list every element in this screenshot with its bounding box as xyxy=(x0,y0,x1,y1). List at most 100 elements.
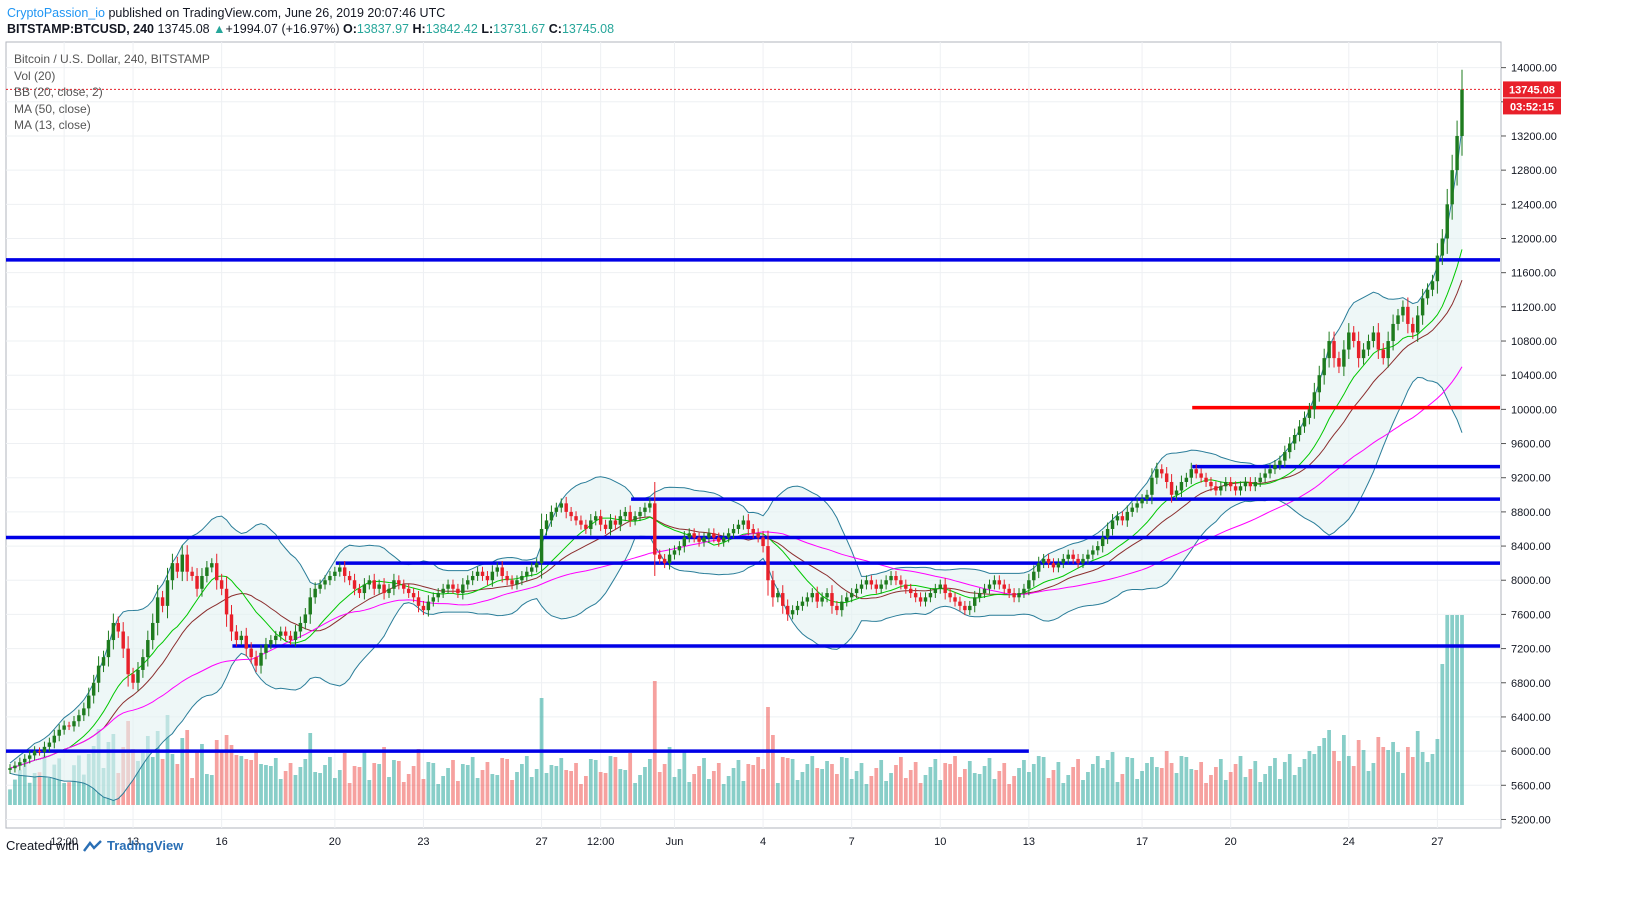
volume-bar xyxy=(598,772,603,805)
candle-body xyxy=(1327,341,1331,359)
candle-body xyxy=(8,768,12,770)
low-label: L: xyxy=(481,22,494,36)
candle-body xyxy=(1100,537,1105,547)
volume-bar xyxy=(1410,757,1415,805)
candle-body xyxy=(308,597,312,615)
candle-body xyxy=(997,580,1002,585)
volume-bar xyxy=(997,771,1002,805)
volume-bar xyxy=(721,784,726,805)
bb-lower xyxy=(9,376,1463,802)
volume-bar xyxy=(1140,771,1144,805)
candle-body xyxy=(534,563,539,568)
volume-bar xyxy=(185,730,190,805)
volume-bar xyxy=(731,768,736,805)
volume-bar xyxy=(1046,778,1051,805)
volume-bar xyxy=(682,752,687,805)
volume-bar xyxy=(259,764,263,805)
volume-bar xyxy=(47,778,52,805)
volume-bar xyxy=(431,763,436,805)
candle-body xyxy=(1381,349,1385,359)
volume-bar xyxy=(520,764,524,805)
volume-bar xyxy=(421,779,426,805)
candle-body xyxy=(948,593,952,598)
volume-bar xyxy=(1292,775,1297,805)
legend-bb[interactable]: BB (20, close, 2) xyxy=(14,85,103,99)
volume-bar xyxy=(810,756,815,805)
candle-body xyxy=(628,511,632,521)
author-link[interactable]: CryptoPassion_io xyxy=(7,6,105,20)
volume-bar xyxy=(1322,738,1327,805)
volume-bar xyxy=(894,765,898,805)
candle-body xyxy=(219,580,224,589)
volume-bar xyxy=(416,749,421,805)
volume-bar xyxy=(1342,735,1346,805)
candle-body xyxy=(584,524,588,529)
candle-body xyxy=(352,580,357,589)
volume-bar xyxy=(933,759,938,805)
tradingview-brand[interactable]: TradingView xyxy=(106,838,184,853)
legend-ma50[interactable]: MA (50, close) xyxy=(14,101,91,116)
volume-bar xyxy=(972,773,977,805)
volume-bar xyxy=(1351,766,1356,805)
candle-body xyxy=(328,575,332,581)
candle-body xyxy=(707,533,711,538)
volume-bar xyxy=(667,747,672,805)
volume-bar xyxy=(328,757,332,805)
candle-body xyxy=(879,584,883,589)
volume-bar xyxy=(81,774,86,805)
volume-bar xyxy=(1233,764,1238,805)
candle-body xyxy=(864,580,869,585)
footer: Created with TradingView xyxy=(6,838,183,853)
volume-bar xyxy=(1154,767,1159,805)
volume-bar xyxy=(618,769,623,805)
candle-body xyxy=(736,524,741,529)
volume-bars xyxy=(8,615,1464,805)
volume-bar xyxy=(209,775,214,805)
candle-body xyxy=(1135,503,1139,508)
volume-bar xyxy=(1460,615,1464,805)
volume-bar xyxy=(835,774,839,805)
volume-bar xyxy=(1090,764,1095,805)
legend-ma13[interactable]: MA (13, close) xyxy=(14,118,91,132)
candle-body xyxy=(889,575,893,581)
volume-bar xyxy=(1026,772,1031,805)
y-tick-label: 9200.00 xyxy=(1511,473,1551,485)
candle-body xyxy=(963,605,967,611)
candle-body xyxy=(170,563,175,581)
candle-body xyxy=(1022,588,1026,594)
volume-bar xyxy=(13,779,17,805)
volume-bar xyxy=(844,758,849,805)
volume-bar xyxy=(411,766,416,805)
volume-bar xyxy=(1159,768,1164,805)
candle-body xyxy=(382,584,386,594)
volume-bar xyxy=(977,774,982,805)
volume-bar xyxy=(702,758,706,805)
volume-bar xyxy=(697,766,701,805)
candle-body xyxy=(672,550,677,555)
symbol: BITSTAMP:BTCUSD, 240 xyxy=(7,22,155,36)
candle-body xyxy=(406,588,411,594)
volume-bar xyxy=(1312,754,1317,805)
volume-bar xyxy=(42,755,47,805)
candle-body xyxy=(1145,494,1149,500)
candle-body xyxy=(165,580,170,606)
ohlc-line: BITSTAMP:BTCUSD, 240 13745.08 ▲+1994.07 … xyxy=(7,22,614,36)
candle-body xyxy=(1283,452,1287,461)
volume-bar xyxy=(1282,762,1287,805)
candle-body xyxy=(1233,486,1238,491)
volume-bar xyxy=(362,750,367,805)
candle-body xyxy=(224,588,229,615)
candle-body xyxy=(510,580,514,585)
volume-bar xyxy=(150,757,155,805)
x-tick-label: 12:00 xyxy=(50,836,78,848)
volume-bar xyxy=(643,767,647,805)
candle-body xyxy=(520,575,524,581)
volume-bar xyxy=(1445,615,1450,805)
legend-vol[interactable]: Vol (20) xyxy=(14,68,56,83)
volume-bar xyxy=(342,753,347,805)
candle-body xyxy=(1071,554,1075,559)
last-price-label: 13745.08 xyxy=(1509,84,1555,96)
volume-bar xyxy=(224,735,229,805)
y-tick-label: 8400.00 xyxy=(1511,541,1551,553)
